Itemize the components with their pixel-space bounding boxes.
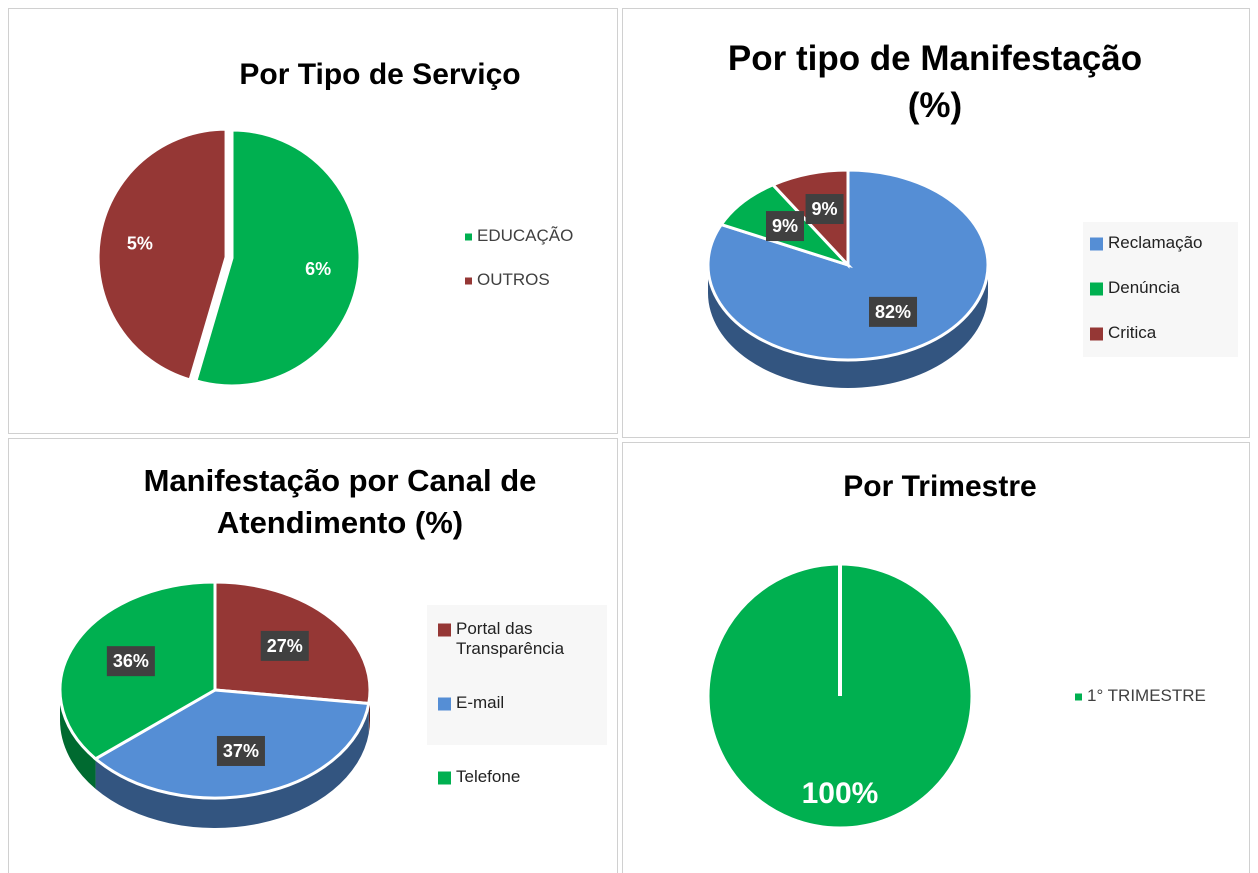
legend-label: Denúncia [1108,278,1180,297]
data-label: 36% [106,646,155,677]
chart-title: Manifestação por Canal de Atendimento (%… [143,463,537,540]
data-label-text: 9% [772,216,798,236]
legend-marker [465,277,472,285]
legend-label: Telefone [456,767,521,786]
data-label-text: 82% [875,302,911,322]
data-label-text: 100% [802,777,879,810]
legend-marker [438,623,451,637]
legend-marker [438,771,451,785]
data-label-text: 36% [113,651,149,671]
legend-label: Portal das Transparência [456,619,565,659]
data-label: 6% [305,259,331,279]
data-label-box [868,296,918,327]
data-label-text: 9% [812,199,838,219]
panel [622,8,1250,438]
data-label-box [765,211,804,242]
panel [622,442,1250,873]
panel [8,438,618,873]
chart-title: Por tipo de Manifestação (%) [727,39,1143,126]
data-label: 9% [805,194,844,225]
legend-label: Reclamação [1108,233,1203,252]
data-label: 9% [765,211,804,242]
legend-box [1083,222,1238,357]
legend-label: 1° TRIMESTRE [1087,686,1206,705]
legend-label: OUTROS [477,270,550,289]
slice-side [60,690,96,789]
legend-marker [1090,327,1103,341]
legend-label: E-mail [456,693,505,712]
slice-side [708,265,988,388]
data-label: 27% [260,630,309,661]
data-label-box [216,735,265,766]
data-label-text: 6% [305,259,331,279]
data-label-box [805,194,844,225]
panel [8,8,618,434]
legend-marker [465,233,472,241]
slice-side [95,703,369,829]
data-label-text: 27% [267,636,303,656]
data-label-box [106,646,155,677]
slice [194,128,362,388]
data-label-box [260,630,309,661]
legend-label: EDUCAÇÃO [477,226,574,245]
legend-marker [438,697,451,711]
chart-title: Por Trimestre [843,470,1037,503]
legend-marker [1090,282,1103,296]
legend-box [427,605,607,745]
legend-marker [1075,693,1082,701]
legend-marker [1090,237,1103,251]
legend-label: Critica [1108,323,1157,342]
data-label-text: 37% [223,741,259,761]
data-label-text: 5% [127,234,153,254]
slice [96,127,228,382]
data-label: 82% [868,296,918,327]
chart-title: Por Tipo de Serviço [239,58,521,91]
data-label: 37% [216,735,265,766]
data-label: 100% [802,777,879,810]
data-label: 5% [127,234,153,254]
